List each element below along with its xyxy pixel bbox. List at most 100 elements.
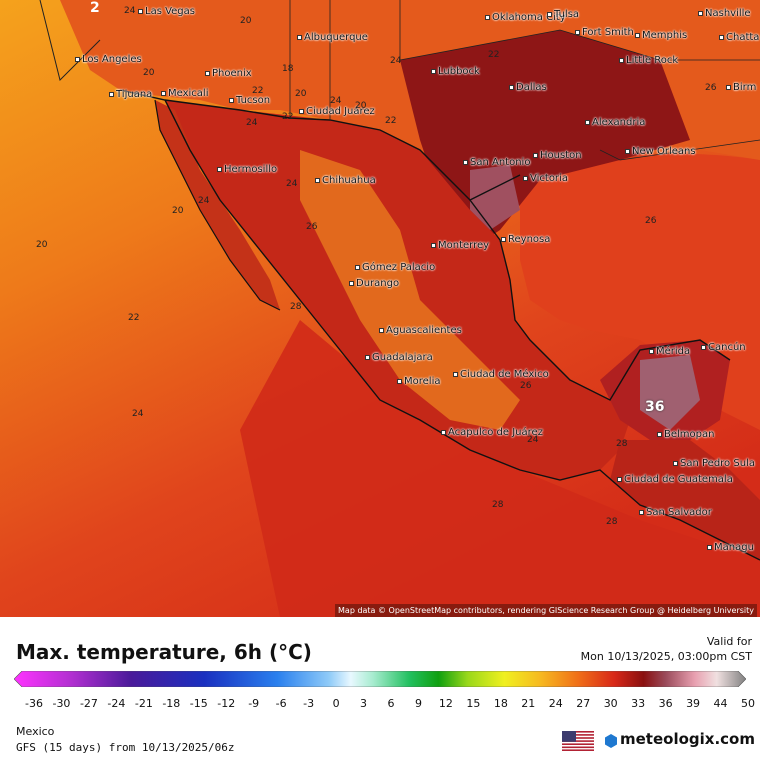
city-marker [509, 85, 514, 90]
isoline-label: 24 [286, 179, 298, 189]
city-marker [315, 178, 320, 183]
scale-tick-label: 27 [576, 697, 591, 710]
isoline-label-max: 36 [645, 399, 665, 415]
isoline-label: 26 [520, 381, 532, 391]
isoline-label: 20 [240, 16, 252, 26]
city-label[interactable]: Los Angeles [82, 54, 142, 65]
city-marker [138, 9, 143, 14]
city-label[interactable]: Fort Smith [582, 27, 634, 38]
city-label[interactable]: Chatta [726, 32, 760, 43]
city-label[interactable]: Tijuana [116, 89, 153, 100]
city-label[interactable]: Little Rock [626, 55, 679, 66]
temperature-map[interactable]: Las Vegas Los Angeles Tijuana Mexicali Phoen… [0, 0, 760, 617]
scale-tick-label: -36 [25, 697, 43, 710]
isoline-label: 20 [36, 240, 48, 250]
city-label[interactable]: Morelia [404, 376, 441, 387]
city-label[interactable]: Chihuahua [322, 175, 376, 186]
city-marker [217, 167, 222, 172]
city-label[interactable]: New Orleans [632, 146, 696, 157]
baja-california [155, 100, 280, 310]
isoline-label: 2 [90, 0, 100, 16]
city-label[interactable]: Aguascalientes [386, 325, 462, 336]
map-title: Max. temperature, 6h (°C) [16, 640, 312, 664]
scale-tick-label: 30 [603, 697, 618, 710]
isoline-label: 22 [488, 50, 500, 60]
city-label[interactable]: Houston [540, 150, 582, 161]
scale-tick-label: -27 [79, 697, 98, 710]
city-marker [701, 345, 706, 350]
scale-tick-label: -18 [162, 697, 181, 710]
city-marker [617, 477, 622, 482]
city-label[interactable]: Mérida [656, 346, 691, 357]
city-marker [649, 349, 654, 354]
city-label[interactable]: Belmopan [664, 429, 715, 440]
city-label[interactable]: Tucson [236, 95, 271, 106]
city-label[interactable]: Acapulco de Juárez [448, 427, 543, 438]
scale-tick-label: 3 [360, 697, 368, 710]
scale-tick-label: 44 [713, 697, 728, 710]
central-america [610, 440, 760, 560]
city-label[interactable]: Lubbock [438, 66, 480, 77]
city-label[interactable]: Monterrey [438, 240, 490, 251]
city-marker [431, 243, 436, 248]
isoline-label: 24 [390, 56, 402, 66]
city-marker [625, 149, 630, 154]
city-label[interactable]: Cancún [708, 342, 746, 353]
city-label[interactable]: Oklahoma City [492, 12, 566, 23]
city-marker [719, 35, 724, 40]
city-label[interactable]: San Pedro Sula [680, 458, 755, 469]
city-label[interactable]: Nashville [705, 8, 751, 19]
scale-tick-label: -30 [52, 697, 71, 710]
region-label: Mexico [16, 725, 55, 738]
city-label[interactable]: Birm [733, 82, 757, 93]
city-label[interactable]: Mexicali [168, 88, 209, 99]
central-highlands [300, 150, 520, 430]
isoline-label: 22 [128, 313, 140, 323]
us-flag-icon[interactable] [562, 731, 594, 751]
city-label[interactable]: Alexandria [592, 117, 646, 128]
city-label[interactable]: Durango [356, 278, 400, 289]
isoline-label: 26 [705, 83, 717, 93]
city-marker [453, 372, 458, 377]
city-marker [441, 430, 446, 435]
city-label[interactable]: Guadalajara [372, 352, 433, 363]
city-label[interactable]: Albuquerque [304, 32, 368, 43]
city-marker [397, 379, 402, 384]
model-run-label: GFS (15 days) from 10/13/2025/06z [16, 741, 235, 754]
city-label[interactable]: San Salvador [646, 507, 712, 518]
city-label[interactable]: Las Vegas [145, 6, 195, 17]
scale-tick-label: 33 [631, 697, 646, 710]
scale-tick-label: 18 [493, 697, 508, 710]
city-marker [205, 71, 210, 76]
city-marker [485, 15, 490, 20]
city-label[interactable]: Memphis [642, 30, 688, 41]
city-label[interactable]: Gómez Palacio [362, 262, 436, 273]
isoline-label: 24 [132, 409, 144, 419]
legend-footer [0, 617, 760, 760]
city-marker [585, 120, 590, 125]
isoline-label: 20 [172, 206, 184, 216]
city-marker [109, 92, 114, 97]
isoline-label: 20 [295, 89, 307, 99]
city-label[interactable]: Ciudad de Guatemala [624, 474, 733, 485]
city-label[interactable]: Dallas [516, 82, 547, 93]
city-label[interactable]: San Antonio [470, 157, 531, 168]
city-marker [365, 355, 370, 360]
city-label[interactable]: Hermosillo [224, 164, 278, 175]
city-marker [575, 30, 580, 35]
city-label[interactable]: Victoria [530, 173, 568, 184]
brand-name[interactable]: meteologix.com [620, 730, 755, 748]
city-marker [698, 11, 703, 16]
city-label[interactable]: Managu [714, 542, 754, 553]
city-label[interactable]: Phoenix [212, 68, 252, 79]
scale-tick-label: 15 [466, 697, 481, 710]
city-label[interactable]: Tulsa [554, 9, 580, 20]
scale-tick-label: -15 [189, 697, 208, 710]
city-marker [355, 265, 360, 270]
scale-tick-label: -9 [248, 697, 260, 710]
city-label[interactable]: Ciudad Juárez [306, 106, 375, 117]
city-label[interactable]: Ciudad de México [460, 369, 549, 380]
city-label[interactable]: Reynosa [508, 234, 551, 245]
city-marker [75, 57, 80, 62]
isoline-label: 24 [198, 196, 210, 206]
